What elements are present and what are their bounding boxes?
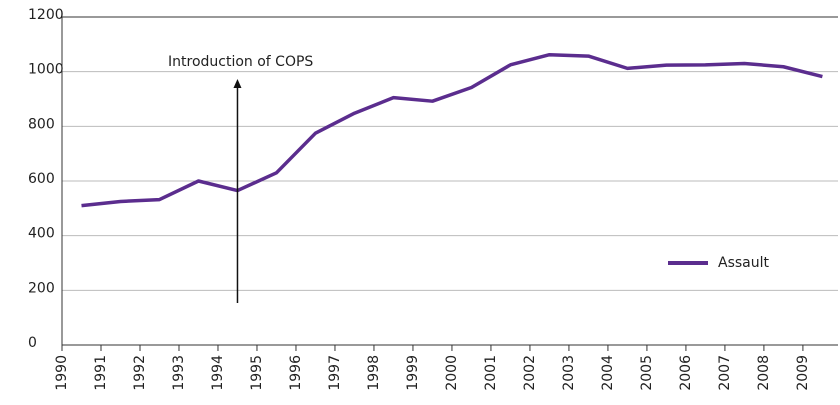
x-tick-label: 1995 [249, 355, 265, 391]
x-tick-label: 2000 [444, 355, 460, 391]
x-tick-label: 1994 [210, 355, 226, 391]
y-tick-label: 1200 [28, 7, 64, 23]
x-tick-label: 2002 [522, 355, 538, 391]
legend-label: Assault [718, 255, 770, 271]
y-tick-label: 400 [28, 226, 55, 242]
x-tick-label: 2004 [600, 355, 616, 391]
x-tick-label: 2007 [717, 355, 733, 391]
annotation-text: Introduction of COPS [168, 54, 313, 70]
x-tick-label: 1998 [366, 355, 382, 391]
x-tick-label: 1990 [54, 355, 70, 391]
x-tick-label: 2006 [678, 355, 694, 391]
y-tick-label: 200 [28, 280, 55, 296]
series-line [81, 52, 823, 208]
y-tick-label: 800 [28, 116, 55, 132]
x-tick-label: 2005 [639, 355, 655, 391]
y-tick-label: 600 [28, 171, 55, 187]
y-tick-label: 0 [28, 335, 37, 351]
x-tick-label: 2008 [756, 355, 772, 391]
x-tick-label: 1993 [171, 355, 187, 391]
x-tick-label: 1999 [405, 355, 421, 391]
y-tick-label: 1000 [28, 62, 64, 78]
x-tick-label: 2009 [795, 355, 811, 391]
annotation-arrowhead [233, 79, 242, 88]
x-tick-label: 1991 [93, 355, 109, 391]
x-tick-label: 1992 [132, 355, 148, 391]
x-tick-label: 2001 [483, 355, 499, 391]
x-tick-label: 1996 [288, 355, 304, 391]
x-tick-label: 2003 [561, 355, 577, 391]
x-tick-label: 1997 [327, 355, 343, 391]
